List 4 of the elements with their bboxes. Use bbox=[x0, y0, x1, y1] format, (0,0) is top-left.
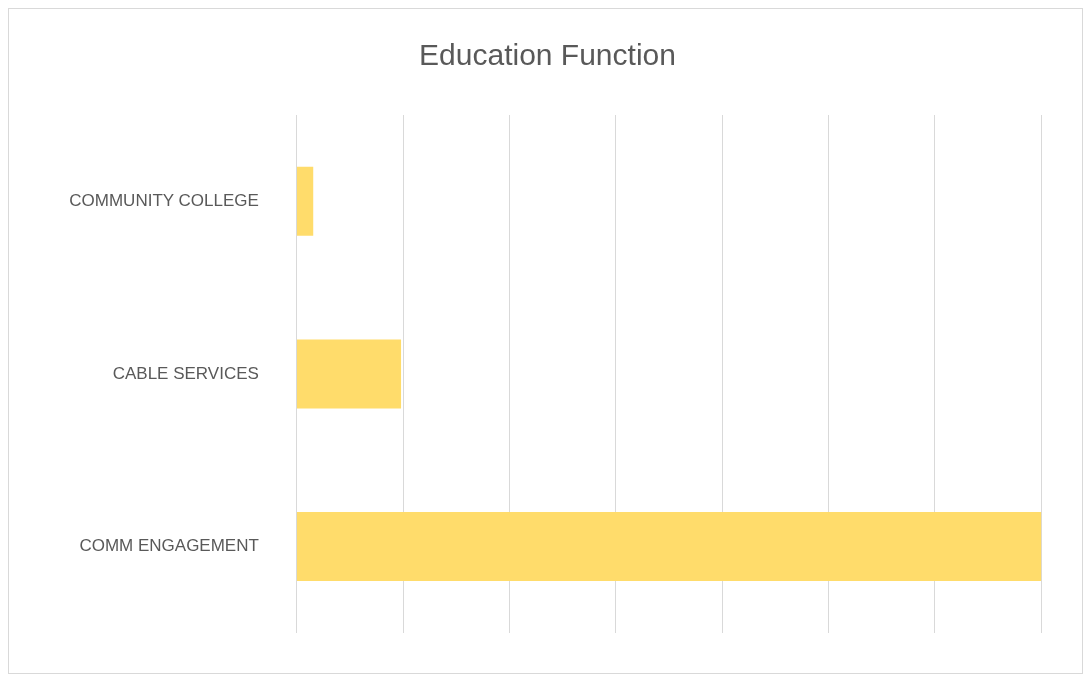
y-tick-label: COMM ENGAGEMENT bbox=[79, 536, 259, 556]
chart-title: Education Function bbox=[419, 38, 676, 72]
y-tick-label: CABLE SERVICES bbox=[112, 363, 259, 383]
y-tick-label: COMMUNITY COLLEGE bbox=[69, 190, 259, 210]
